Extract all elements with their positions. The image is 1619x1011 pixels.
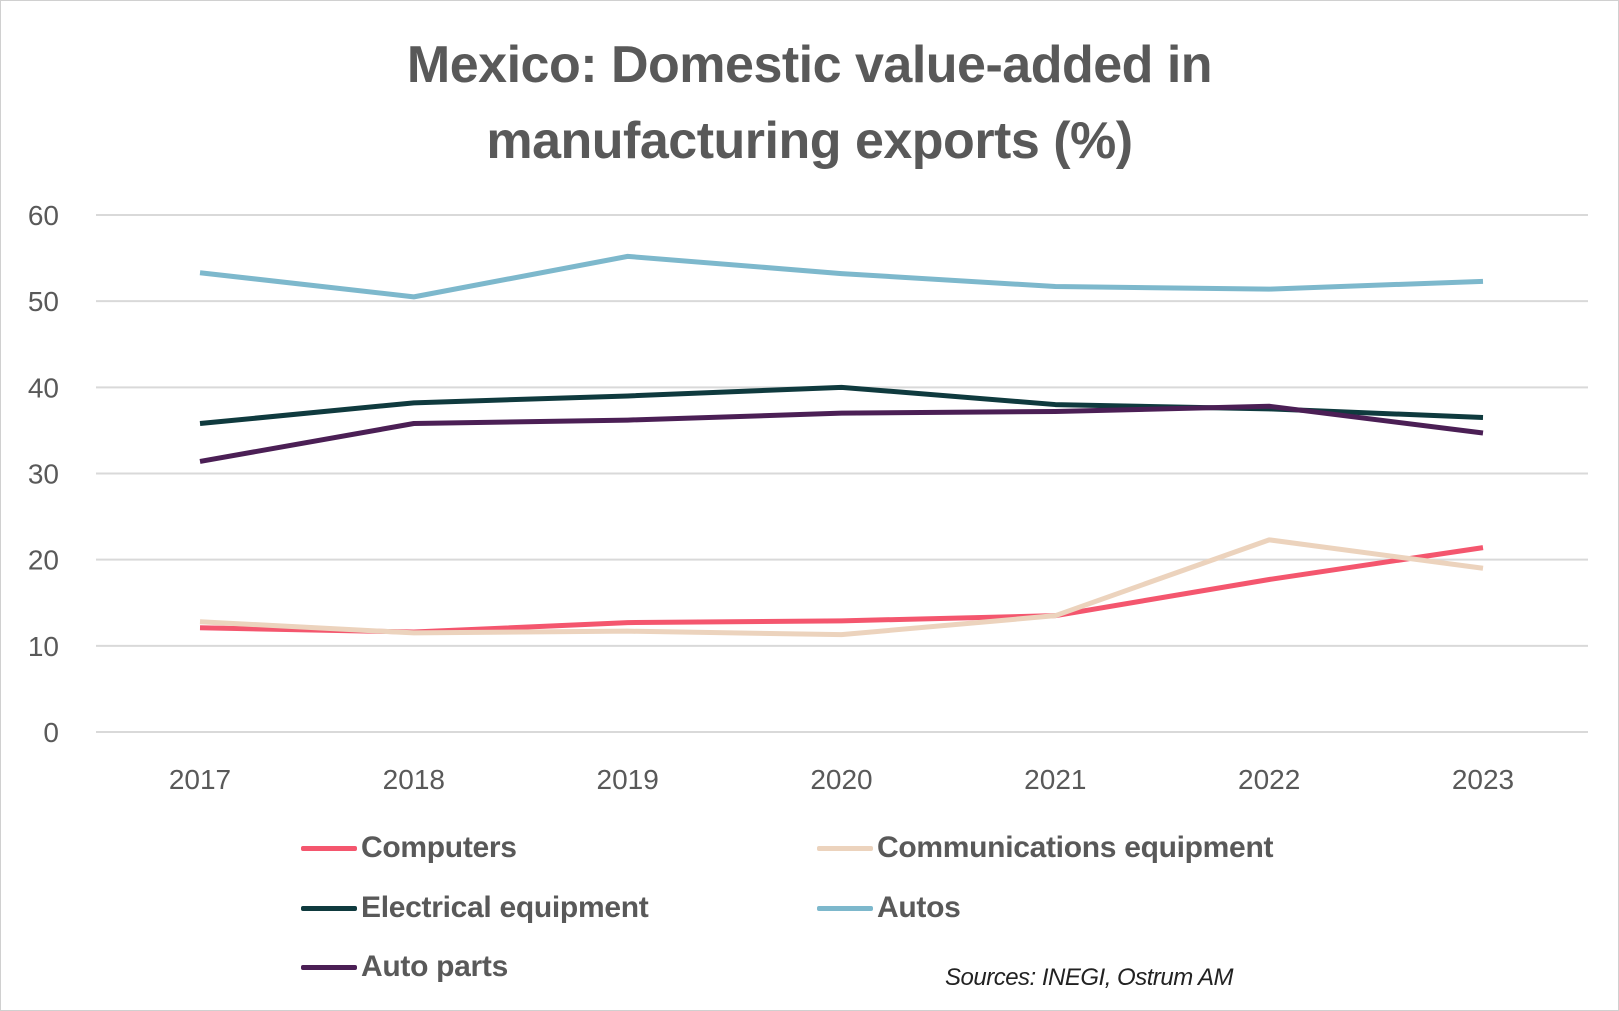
series-line-auto-parts <box>199 403 1484 464</box>
x-tick-label: 2017 <box>169 764 231 795</box>
legend-swatch <box>301 905 357 911</box>
legend-label: Electrical equipment <box>361 891 649 924</box>
legend-label: Autos <box>877 891 961 924</box>
legend-label: Computers <box>361 831 517 864</box>
series-line-autos <box>199 253 1484 300</box>
y-tick-label: 50 <box>28 286 59 317</box>
y-tick-label: 30 <box>28 459 59 490</box>
title-line-2: manufacturing exports (%) <box>486 112 1133 170</box>
chart-title: Mexico: Domestic value-added in manufact… <box>1 27 1618 179</box>
legend-label: Communications equipment <box>877 831 1274 864</box>
legend-swatch <box>817 845 873 851</box>
x-tick-label: 2022 <box>1238 764 1300 795</box>
legend-item-autos: Autos <box>817 888 961 928</box>
legend-item-auto-parts: Auto parts <box>301 947 508 987</box>
x-tick-label: 2021 <box>1024 764 1086 795</box>
legend-item-communications-equipment: Communications equipment <box>817 828 1273 868</box>
x-tick-label: 2018 <box>383 764 445 795</box>
y-tick-label: 20 <box>28 545 59 576</box>
source-note: Sources: INEGI, Ostrum AM <box>945 964 1234 991</box>
legend-swatch <box>301 845 357 851</box>
series-line-electrical-equipment <box>199 384 1484 427</box>
legend-swatch <box>817 905 873 911</box>
x-tick-label: 2023 <box>1452 764 1514 795</box>
x-tick-label: 2020 <box>810 764 872 795</box>
legend-swatch <box>301 964 357 970</box>
y-tick-label: 40 <box>28 372 59 403</box>
y-tick-label: 0 <box>43 717 59 748</box>
legend-item-electrical-equipment: Electrical equipment <box>301 888 649 928</box>
legend-item-computers: Computers <box>301 828 517 868</box>
legend-label: Auto parts <box>361 950 509 983</box>
title-line-1: Mexico: Domestic value-added in <box>406 36 1213 94</box>
y-tick-label: 60 <box>28 200 59 231</box>
y-tick-label: 10 <box>28 631 59 662</box>
x-tick-label: 2019 <box>597 764 659 795</box>
